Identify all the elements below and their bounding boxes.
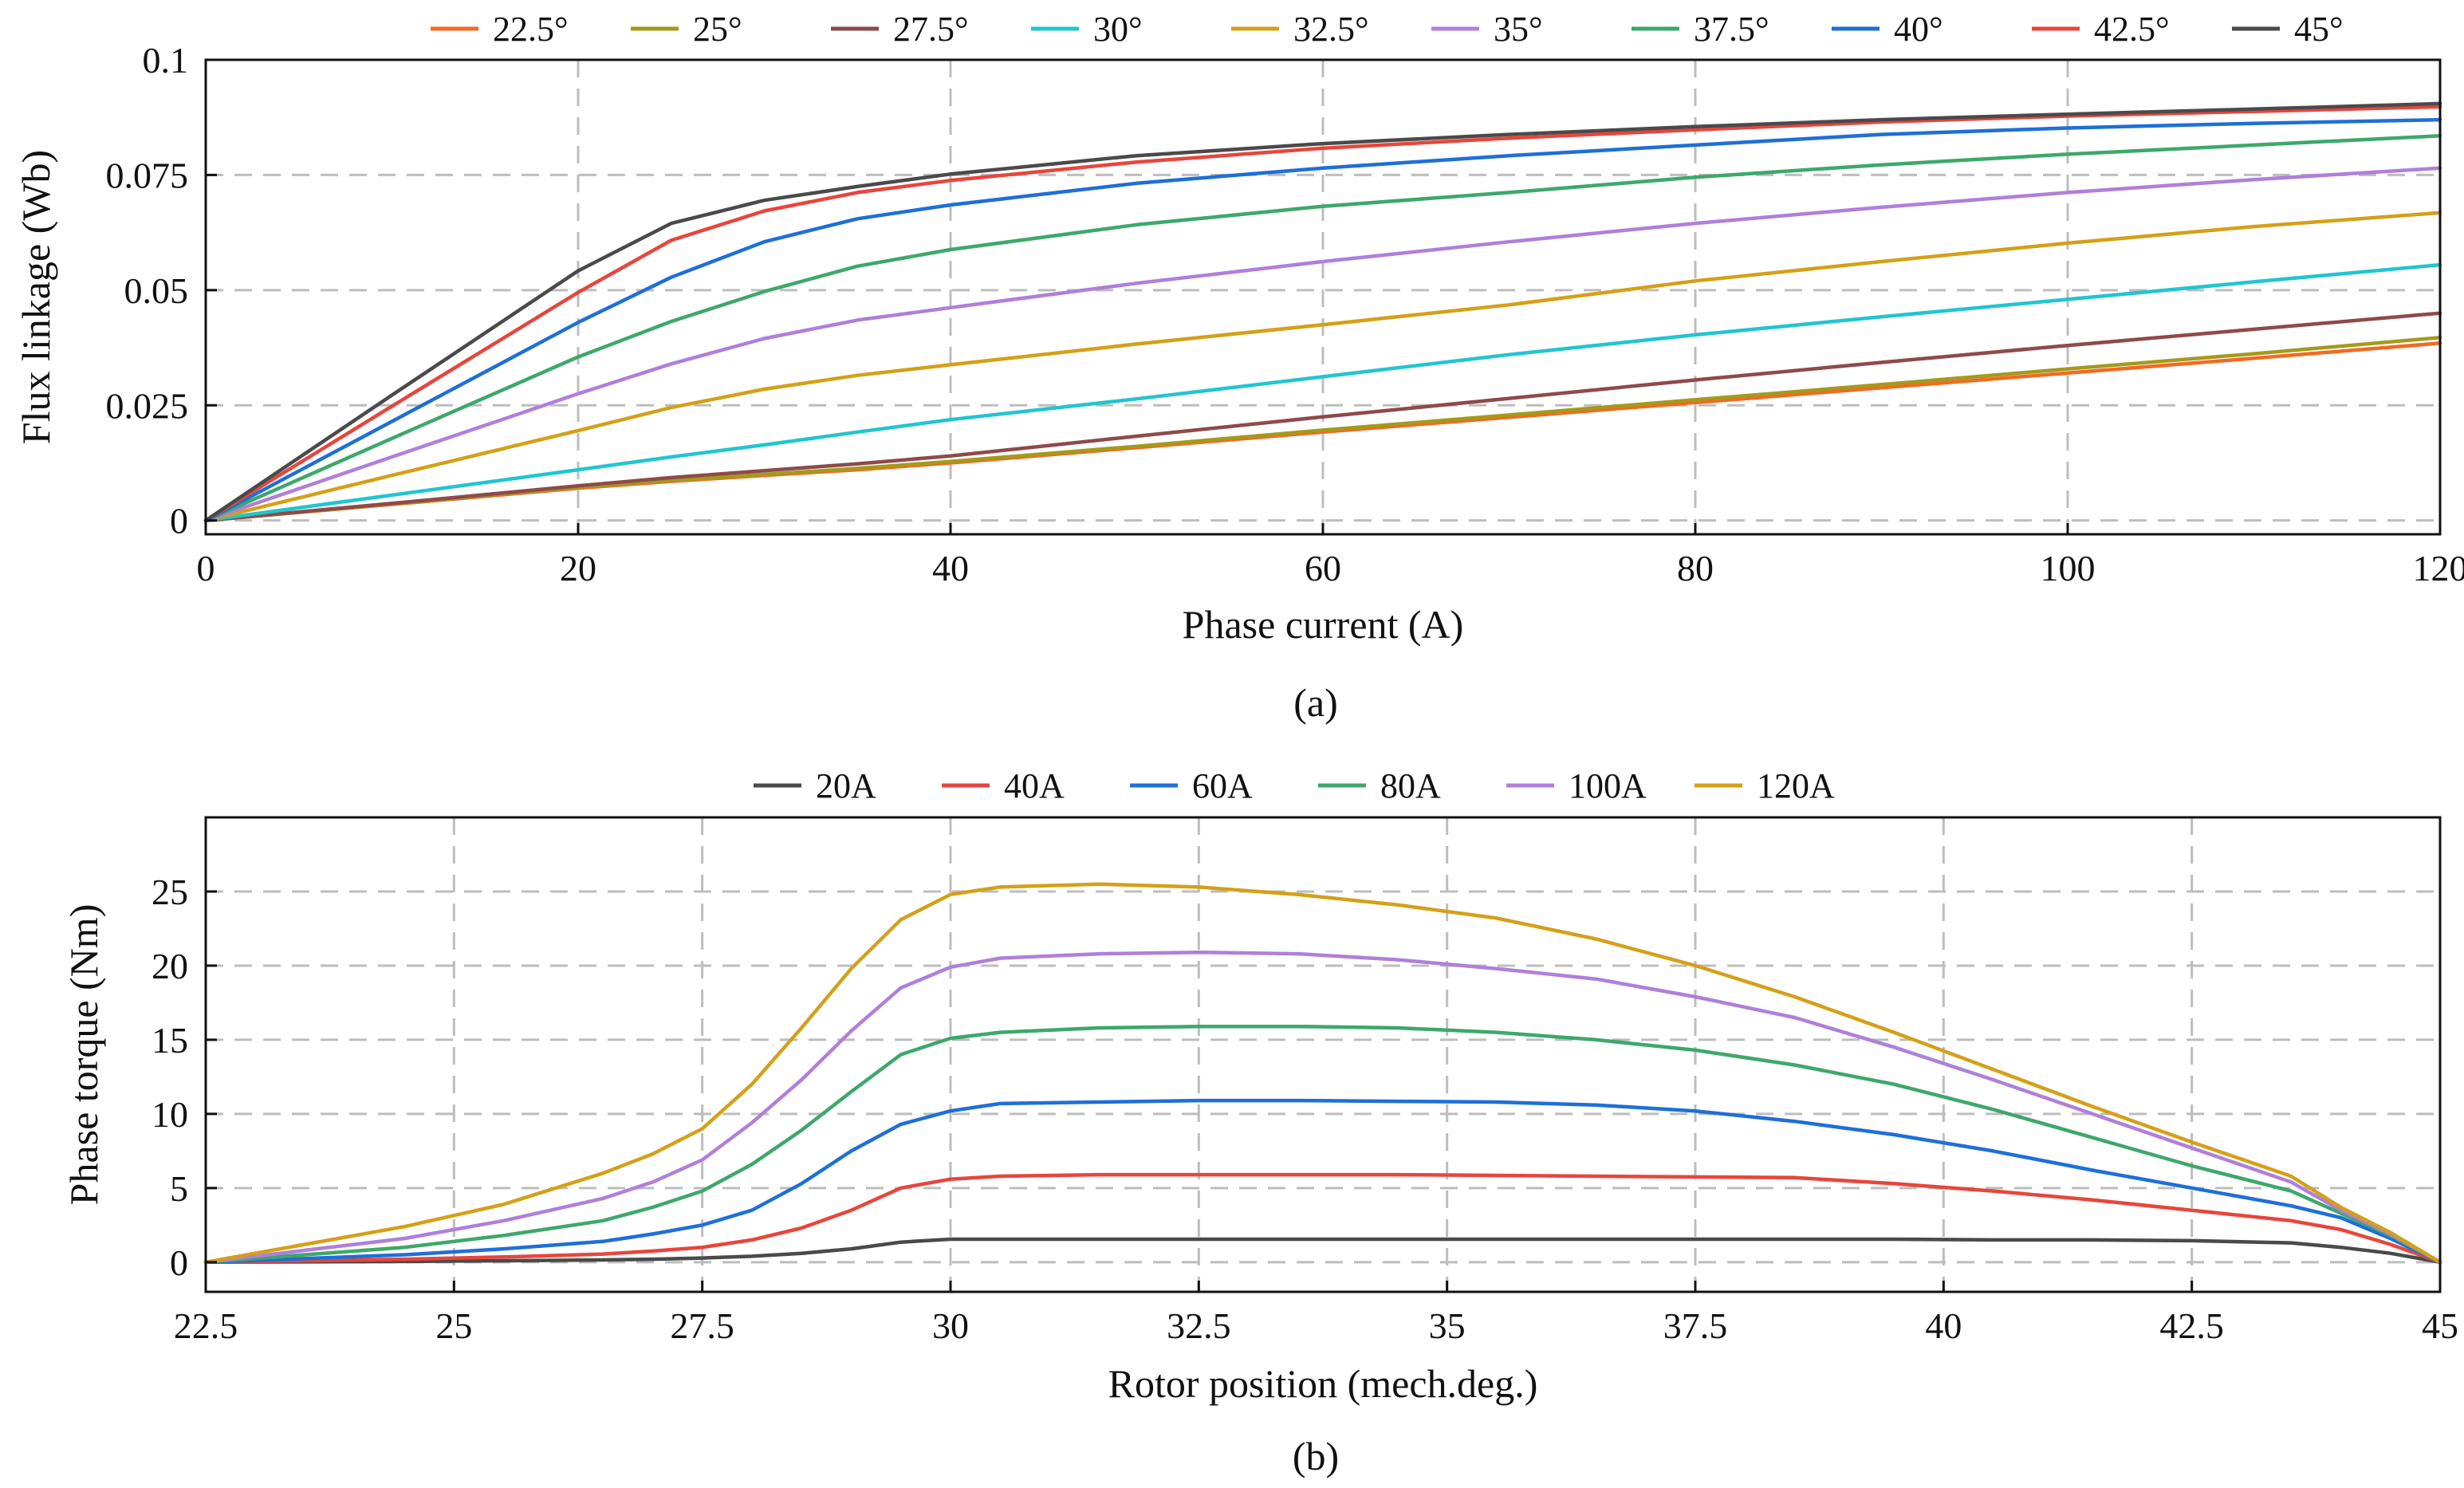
- x-tick-label-b: 37.5: [1663, 1305, 1728, 1346]
- ticks-b: [204, 890, 2442, 1292]
- x-tick-label-b: 27.5: [670, 1305, 734, 1346]
- legend-label-a: 45°: [2294, 10, 2344, 49]
- series-line-b-40A: [203, 1172, 2442, 1265]
- series-line-b-100A: [203, 950, 2442, 1265]
- legend-label-b: 80A: [1380, 766, 1441, 805]
- legend-label-a: 22.5°: [493, 10, 569, 49]
- legend-label-b: 40A: [1004, 766, 1065, 805]
- series-line-a-35: [203, 166, 2442, 522]
- legend-label-b: 60A: [1192, 766, 1253, 805]
- flux-linkage-chart: 22.5° 25° 27.5° 30° 32.5° 35° 37.5° 40° 42.5° 45°…: [14, 10, 2464, 725]
- x-tick-label-a: 0: [197, 548, 215, 589]
- x-axis-label-a: Phase current (A): [1183, 602, 1464, 647]
- ticks-a: [204, 58, 2442, 534]
- series-line-a-45: [203, 101, 2442, 522]
- y-tick-label-a: 0: [170, 501, 188, 541]
- y-axis-label-b: Phase torque (Nm): [61, 904, 106, 1206]
- y-tick-label-b: 0: [170, 1242, 188, 1283]
- x-tick-label-b: 42.5: [2159, 1305, 2224, 1346]
- x-tick-label-a: 60: [1305, 548, 1341, 589]
- caption-a: (a): [1293, 680, 1338, 725]
- legend-label-b: 20A: [816, 766, 876, 805]
- x-tick-label-b: 45: [2422, 1305, 2458, 1346]
- phase-torque-chart: 20A 40A 60A 80A 100A 120A 22.5 25 27.5 30 32.5 35 3…: [61, 766, 2458, 1478]
- legend-a: 22.5° 25° 27.5° 30° 32.5° 35° 37.5° 40° 42.5° 45°: [431, 10, 2344, 49]
- x-tick-label-a: 100: [2041, 548, 2096, 589]
- x-tick-label-b: 25: [435, 1305, 472, 1346]
- y-tick-label-b: 10: [152, 1094, 188, 1135]
- x-tick-labels-a: 0 20 40 60 80 100 120: [197, 548, 2464, 589]
- x-tick-label-b: 22.5: [174, 1305, 238, 1346]
- y-tick-label-b: 20: [152, 946, 188, 986]
- legend-label-a: 37.5°: [1694, 10, 1769, 49]
- series-group-a: [203, 101, 2442, 522]
- series-line-a-40: [203, 117, 2442, 522]
- y-axis-label-a: Flux linkage (Wb): [14, 150, 58, 444]
- legend-label-a: 42.5°: [2094, 10, 2170, 49]
- series-line-a-25: [203, 336, 2442, 522]
- x-tick-label-b: 35: [1429, 1305, 1466, 1346]
- caption-b: (b): [1293, 1434, 1339, 1478]
- legend-label-b: 100A: [1569, 766, 1647, 805]
- x-tick-label-a: 120: [2413, 548, 2464, 589]
- y-tick-label-a: 0.05: [124, 270, 189, 311]
- series-line-a-30: [203, 262, 2442, 522]
- y-tick-label-b: 5: [170, 1168, 188, 1209]
- grid-a: [206, 60, 2440, 534]
- x-axis-label-b: Rotor position (mech.deg.): [1108, 1361, 1538, 1406]
- x-tick-labels-b: 22.5 25 27.5 30 32.5 35 37.5 40 42.5 45: [174, 1305, 2458, 1346]
- legend-label-b: 120A: [1757, 766, 1835, 805]
- y-tick-labels-b: 0 5 10 15 20 25: [152, 872, 188, 1283]
- series-line-a-37.5: [203, 134, 2442, 522]
- legend-label-a: 27.5°: [893, 10, 969, 49]
- series-line-b-120A: [203, 882, 2442, 1265]
- legend-label-a: 32.5°: [1293, 10, 1369, 49]
- y-tick-label-a: 0.025: [106, 385, 189, 426]
- series-line-b-20A: [203, 1237, 2442, 1265]
- series-line-b-80A: [203, 1024, 2442, 1265]
- legend-label-a: 35°: [1494, 10, 1543, 49]
- series-group-b: [203, 882, 2442, 1265]
- legend-b: 20A 40A 60A 80A 100A 120A: [754, 766, 1835, 805]
- series-line-a-32.5: [203, 211, 2442, 522]
- x-tick-label-a: 80: [1677, 548, 1714, 589]
- y-tick-labels-a: 0 0.025 0.05 0.075 0.1: [106, 40, 189, 541]
- grid-b: [206, 817, 2440, 1292]
- x-tick-label-a: 20: [560, 548, 596, 589]
- legend-label-a: 40°: [1894, 10, 1943, 49]
- y-tick-label-b: 15: [152, 1020, 188, 1061]
- x-tick-label-b: 32.5: [1167, 1305, 1231, 1346]
- legend-label-a: 30°: [1093, 10, 1143, 49]
- x-tick-label-a: 40: [932, 548, 969, 589]
- y-tick-label-b: 25: [152, 872, 188, 912]
- series-line-a-27.5: [203, 311, 2442, 522]
- y-tick-label-a: 0.1: [143, 40, 189, 81]
- y-tick-label-a: 0.075: [106, 155, 189, 195]
- legend-label-a: 25°: [693, 10, 742, 49]
- series-line-a-42.5: [203, 104, 2442, 522]
- plot-frame-b: [204, 816, 2442, 1293]
- series-line-b-60A: [203, 1098, 2442, 1265]
- x-tick-label-b: 30: [932, 1305, 969, 1346]
- x-tick-label-b: 40: [1925, 1305, 1962, 1346]
